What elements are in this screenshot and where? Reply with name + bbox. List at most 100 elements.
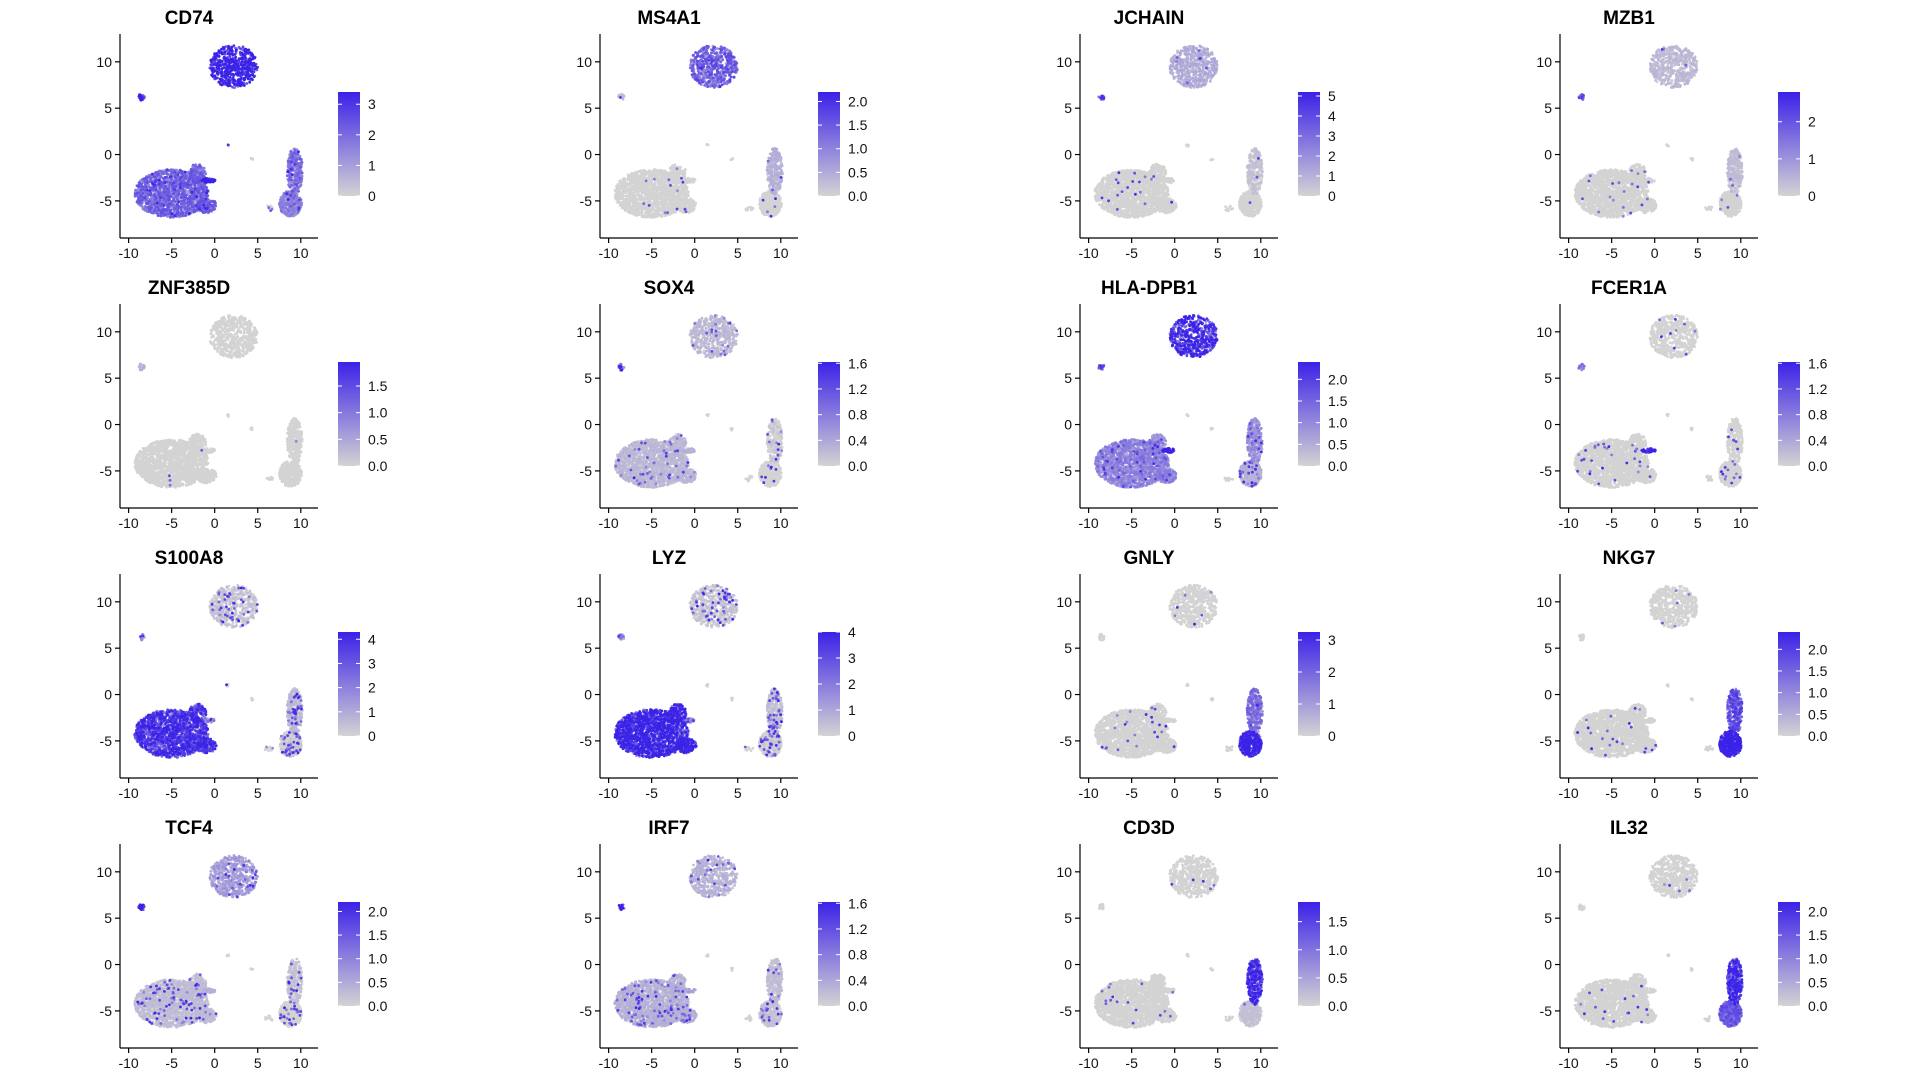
cell-point [293,187,297,191]
cell-point [642,190,645,193]
cell-point [244,50,248,54]
cell-point [618,180,621,183]
cell-point [253,67,257,71]
cell-point [215,70,219,74]
cell-point [292,207,296,211]
cell-point [293,210,296,213]
cell-point [231,85,234,89]
cell-point [231,59,235,63]
cell-point [202,171,206,174]
cell-point [689,206,693,209]
cell-point [630,187,634,191]
cell-point [183,199,186,203]
cell-point [145,198,148,202]
cell-point [145,177,149,181]
cell-point [212,208,216,211]
cell-point [205,207,209,211]
cell-point [186,186,190,189]
cell-point [156,205,159,209]
cell-point [194,170,198,174]
cell-point [626,198,630,202]
cell-point [676,193,680,196]
cell-point [242,63,245,67]
cell-point [269,209,272,213]
cell-point [225,81,228,85]
cell-point [211,180,215,184]
cell-point [222,81,225,85]
cell-point [178,189,181,193]
cell-point [223,50,227,54]
cell-point [181,173,185,177]
cell-point [641,182,645,186]
cell-point [204,197,208,201]
cell-point [691,209,695,212]
cell-point [183,176,187,180]
cell-point [179,202,183,206]
cell-point [144,190,148,194]
cell-point [188,177,192,180]
cell-point [649,183,653,186]
plot-title: MS4A1 [637,8,701,29]
cell-point [181,210,185,214]
cell-point [183,201,187,205]
cell-point [228,64,232,68]
cell-point [284,202,288,206]
cell-point [166,168,169,172]
cell-point [158,186,162,189]
cell-point [666,205,670,209]
cell-point [176,173,180,177]
cell-point [202,203,206,207]
cell-point [191,178,195,182]
cell-point [158,182,161,186]
cell-point [202,194,206,198]
cell-point [676,185,680,188]
cell-point [193,173,197,177]
cell-point [195,208,199,212]
cell-point [227,46,231,49]
cell-point [232,44,236,48]
cell-point [282,203,286,207]
cell-point [292,196,296,200]
cell-point [198,164,202,168]
cell-point [245,82,249,85]
cell-point [658,181,661,185]
cell-point [148,193,152,197]
cell-point [231,64,234,68]
cell-point [184,174,188,177]
cell-point [163,212,167,216]
cell-point [300,160,304,164]
cell-point [158,188,162,192]
cell-point [633,191,637,194]
cell-point [656,186,659,190]
cell-point [683,168,687,172]
cell-point [211,66,215,70]
cell-point [196,190,200,194]
cell-point [172,192,175,196]
cell-point [186,204,190,208]
cell-point [217,67,221,71]
cell-point [193,168,197,172]
cell-point [634,177,638,181]
cell-point [297,208,300,212]
cell-point [240,81,244,85]
cell-point [665,192,669,196]
cell-point [168,210,172,214]
cell-point [161,207,165,211]
cell-point [167,195,171,199]
y-tick-label: -5 [100,193,113,209]
cell-point [241,45,245,49]
cell-point [207,201,211,205]
cell-point [247,67,251,71]
cell-point [643,196,647,200]
cell-point [290,156,294,160]
cell-point [197,179,201,183]
cell-point [622,200,626,203]
cell-point [297,181,300,185]
cell-point [164,208,167,212]
cell-point [654,201,657,205]
cell-point [667,202,671,206]
cell-point [662,169,666,173]
cell-point [675,197,679,201]
cell-point [228,76,232,79]
